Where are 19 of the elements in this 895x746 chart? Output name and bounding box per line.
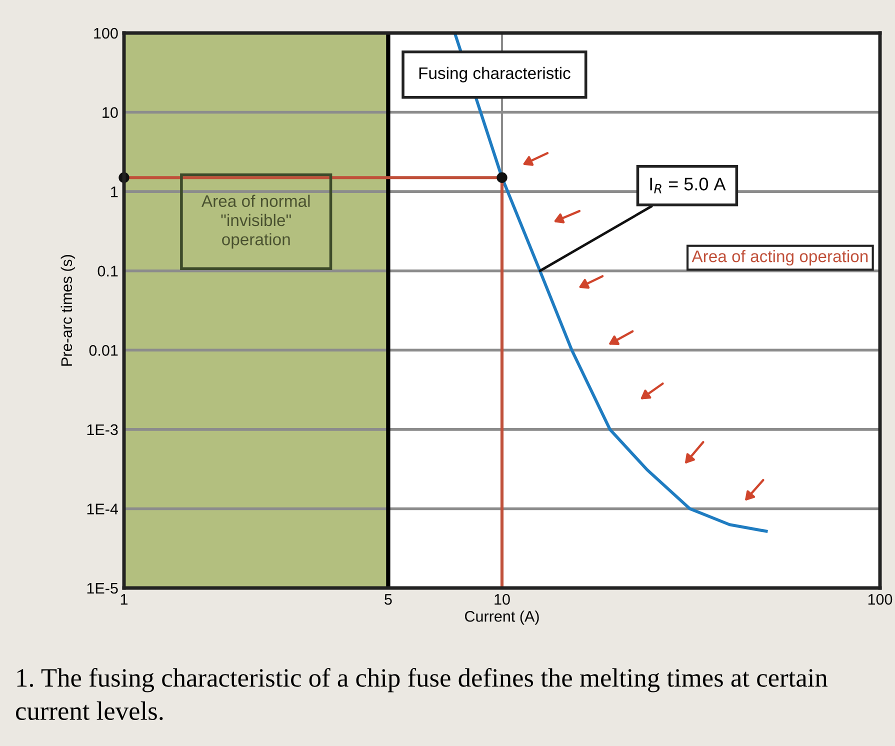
y-tick-label: 0.1	[98, 266, 118, 277]
x-tick-label: 1	[120, 594, 128, 605]
x-tick-label: 5	[384, 594, 392, 605]
x-tick-label: 10	[494, 594, 510, 605]
annotation: Area of acting operation	[692, 250, 868, 266]
text: 1. The fusing characteristic of a chip fuse defines the melting times at certain current levels.	[16, 668, 828, 720]
y-tick-label: 1E-3	[87, 424, 118, 436]
x-tick-label: 100	[868, 594, 892, 605]
y-tick-label: 0.01	[89, 345, 118, 356]
y-tick-label: 1E-4	[87, 504, 118, 514]
x-axis-title: Current (A)	[465, 610, 539, 625]
y-tick-label: 10	[102, 107, 118, 118]
annotation: I$_{R}$ = 5.0 A	[650, 178, 726, 194]
y-axis-title: Pre-arc times (s)	[60, 255, 76, 366]
y-tick-label: 1	[111, 186, 118, 198]
band-label: Area of normal "invisible" operation	[201, 194, 310, 249]
y-tick-label: 1E-5	[87, 583, 118, 594]
y-tick-label: 100	[94, 28, 118, 39]
annotation: Fusing characteristic	[419, 66, 570, 82]
